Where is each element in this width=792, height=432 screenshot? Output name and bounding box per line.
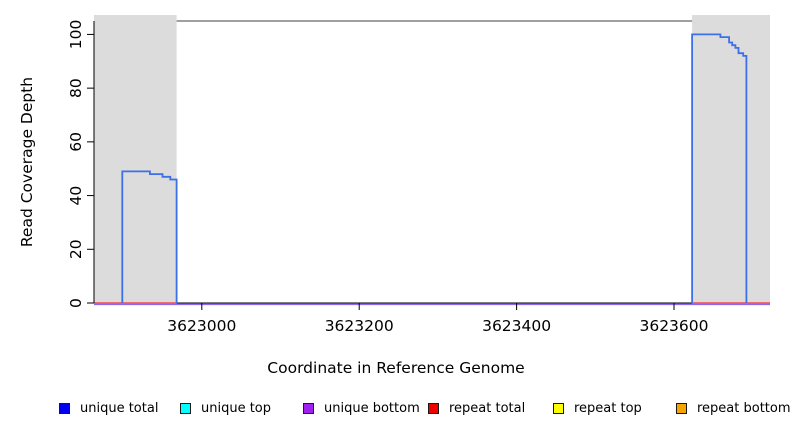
legend-item-unique-top: unique top	[180, 397, 271, 419]
repeat-region-left	[94, 15, 177, 303]
legend-swatch-icon	[303, 402, 314, 414]
y-tick-label: 40	[67, 186, 85, 206]
legend: unique total unique top unique bottom repea…	[0, 397, 792, 421]
legend-swatch-icon	[553, 402, 564, 414]
repeat-region-right	[692, 15, 770, 303]
legend-swatch-icon	[676, 402, 687, 414]
legend-swatch-icon	[59, 402, 70, 414]
legend-label: unique bottom	[324, 400, 420, 416]
legend-swatch-icon	[180, 402, 191, 414]
legend-label: unique total	[80, 400, 159, 416]
x-tick-label: 3623000	[167, 317, 236, 335]
y-tick-label: 0	[67, 298, 85, 308]
y-tick-label: 80	[67, 78, 85, 98]
x-tick-label: 3623600	[639, 317, 708, 335]
legend-label: repeat top	[574, 400, 642, 416]
unique-total-coverage-line	[691, 33, 748, 303]
unique-total-coverage-line	[121, 170, 178, 303]
legend-item-unique-bottom: unique bottom	[303, 397, 420, 419]
x-tick-label: 3623200	[325, 317, 394, 335]
legend-label: repeat bottom	[697, 400, 791, 416]
legend-item-repeat-bottom: repeat bottom	[676, 397, 791, 419]
y-axis-title: Read Coverage Depth	[18, 76, 36, 248]
x-axis-title: Coordinate in Reference Genome	[267, 359, 525, 377]
y-tick-label: 20	[67, 239, 85, 259]
legend-item-unique-total: unique total	[59, 397, 158, 419]
legend-label: repeat total	[449, 400, 526, 416]
y-tick-label: 60	[67, 132, 85, 152]
legend-swatch-icon	[428, 402, 439, 414]
legend-item-repeat-total: repeat total	[428, 397, 525, 419]
legend-item-repeat-top: repeat top	[553, 397, 642, 419]
x-tick-label: 3623400	[482, 317, 551, 335]
y-tick-label: 100	[67, 20, 85, 50]
legend-label: unique top	[201, 400, 272, 416]
